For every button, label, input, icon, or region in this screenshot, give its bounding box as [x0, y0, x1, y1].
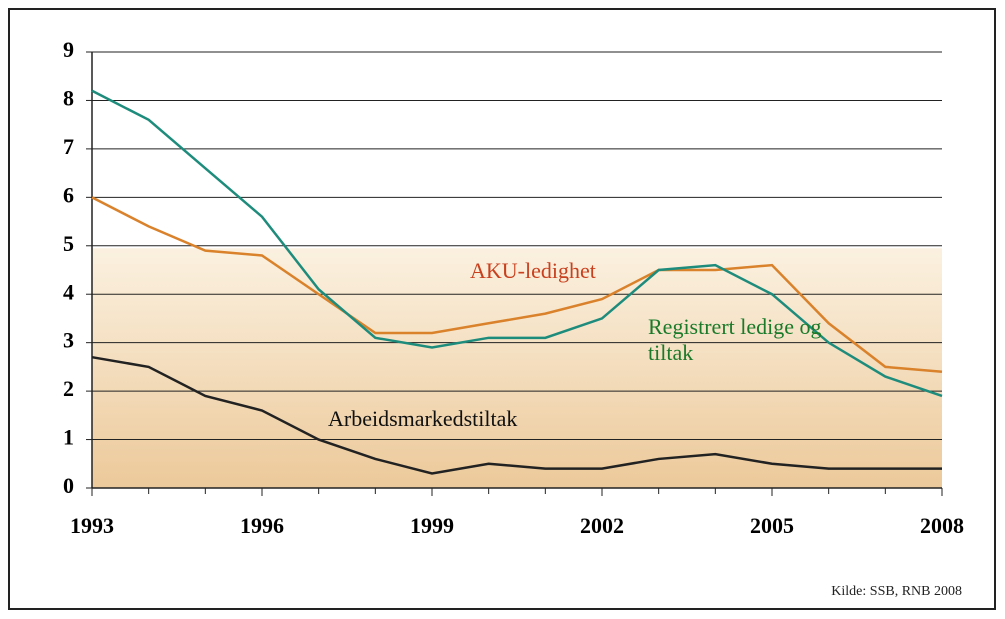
y-tick-label: 2: [63, 376, 74, 401]
series-line: [91, 89, 943, 398]
y-tick-label: 3: [63, 328, 74, 353]
y-tick-label: 5: [63, 231, 74, 256]
y-tick-label: 4: [63, 279, 74, 304]
series-label: Arbeidsmarkedstiltak: [328, 406, 518, 431]
y-tick-label: 7: [63, 134, 74, 159]
x-tick-label: 1999: [410, 513, 454, 538]
x-tick-label: 2005: [750, 513, 794, 538]
y-tick-label: 1: [63, 425, 74, 450]
series-label: Registrert ledige og tiltak: [648, 314, 822, 365]
frame: [8, 8, 996, 610]
series-label: AKU-ledighet: [470, 258, 596, 283]
x-tick-label: 2008: [920, 513, 964, 538]
x-tick-label: 1993: [70, 513, 114, 538]
plot-shading: [92, 248, 942, 488]
source: Kilde: SSB, RNB 2008: [831, 584, 962, 599]
series-line: [91, 355, 942, 475]
x-tick-label: 1996: [240, 513, 284, 538]
y-tick-label: 0: [63, 473, 74, 498]
x-tick-label: 2002: [580, 513, 624, 538]
y-tick-label: 9: [63, 37, 74, 62]
series-line: [91, 196, 943, 373]
y-tick-label: 8: [63, 85, 74, 110]
y-tick-label: 6: [63, 182, 74, 207]
